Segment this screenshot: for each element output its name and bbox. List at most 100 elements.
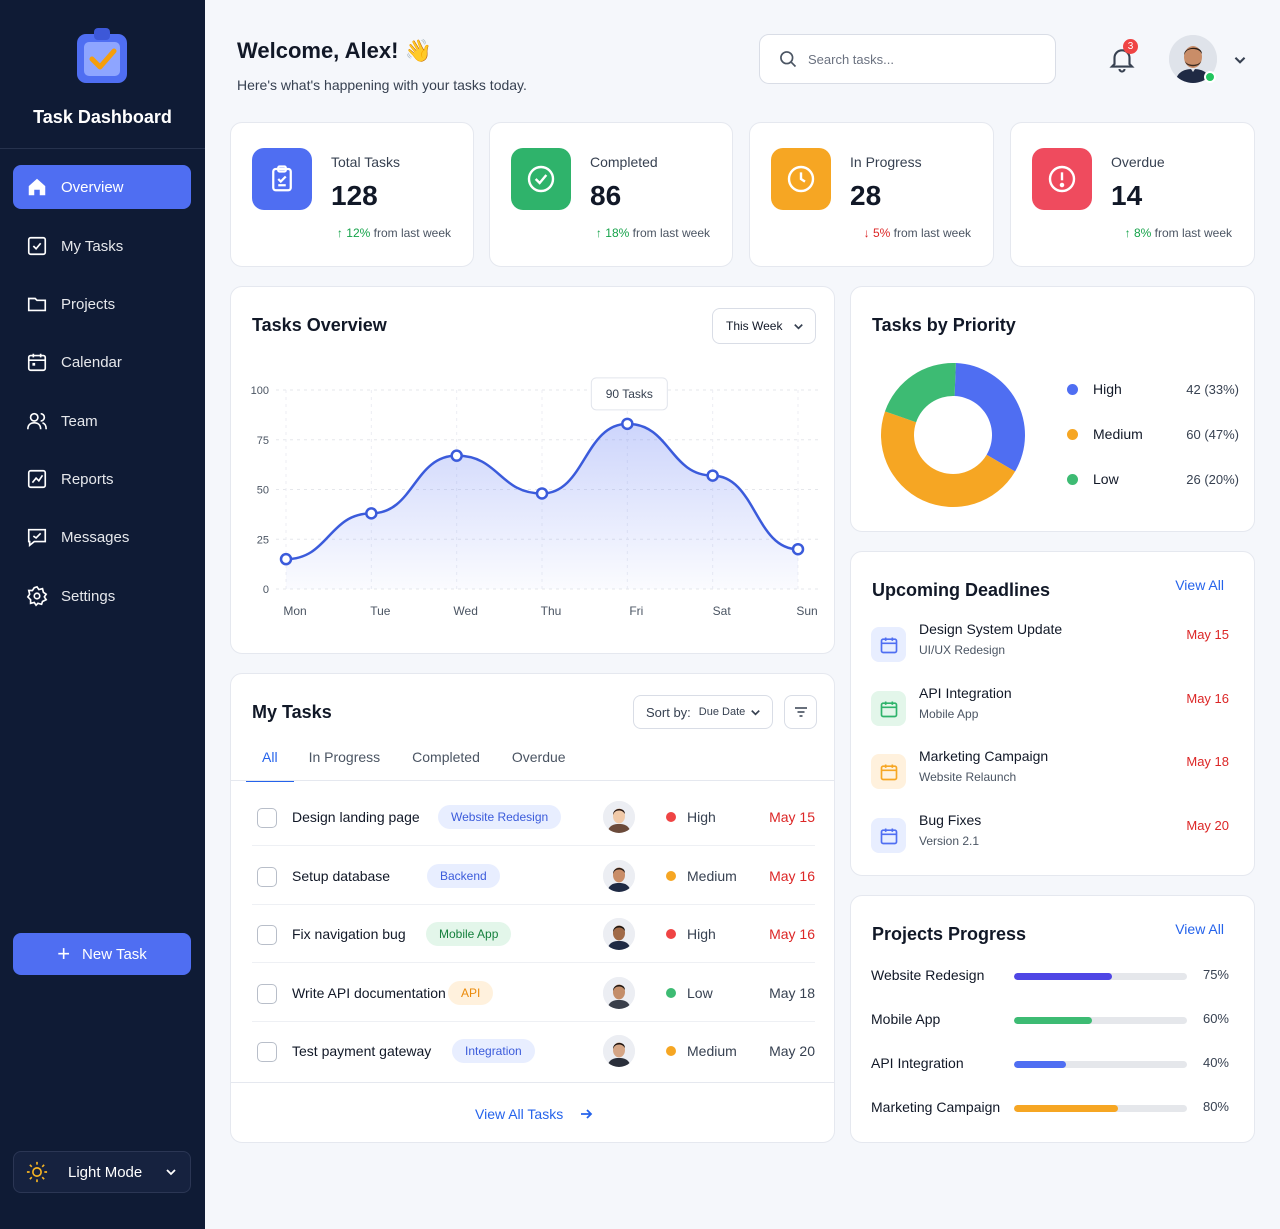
- donut-slice-medium[interactable]: [881, 411, 1016, 507]
- sidebar-item-projects[interactable]: Projects: [13, 282, 191, 326]
- task-checkbox[interactable]: [257, 983, 277, 1004]
- series-area: [286, 423, 798, 589]
- assignee-avatar: [603, 1035, 635, 1067]
- data-point[interactable]: [791, 542, 805, 556]
- task-row[interactable]: Test payment gateway Integration Medium May…: [252, 1022, 815, 1080]
- tab-all[interactable]: All: [246, 746, 294, 782]
- tasks-overview-title: Tasks Overview: [252, 315, 387, 335]
- progress-percent: 75%: [1202, 967, 1229, 982]
- deadline-item[interactable]: Bug Fixes Version 2.1 May 20: [871, 812, 1229, 862]
- priority-dot: [666, 812, 676, 822]
- task-row[interactable]: Write API documentation API Low May 18: [252, 964, 815, 1022]
- data-point[interactable]: [365, 507, 378, 520]
- progress-fill: [1014, 1017, 1093, 1024]
- y-tick-label: 75: [257, 435, 269, 447]
- stat-label: In Progress: [850, 154, 922, 170]
- tab-in-progress[interactable]: In Progress: [308, 749, 381, 765]
- tooltip-box: [590, 377, 668, 411]
- data-point[interactable]: [535, 487, 549, 500]
- task-row[interactable]: Design landing page Website Redesign High M…: [252, 788, 815, 846]
- view-all-tasks-label: View All Tasks: [475, 1106, 564, 1122]
- task-checkbox[interactable]: [257, 925, 277, 945]
- task-priority: Medium: [666, 868, 737, 884]
- donut-slice-high[interactable]: [954, 363, 1025, 472]
- task-priority: Low: [666, 985, 713, 1001]
- sidebar-item-team[interactable]: Team: [13, 399, 191, 443]
- task-row[interactable]: Setup database Backend Medium May 16: [252, 847, 815, 905]
- priority-dot: [666, 1046, 676, 1056]
- user-avatar[interactable]: [1169, 35, 1217, 83]
- deadlines-title: Upcoming Deadlines: [872, 580, 1051, 600]
- chevron-down-icon: [792, 320, 805, 336]
- priority-label: Low: [687, 984, 713, 1001]
- priority-label: Medium: [687, 867, 737, 884]
- sidebar-item-messages[interactable]: Messages: [13, 515, 191, 559]
- sidebar-item-calendar[interactable]: Calendar: [13, 340, 191, 384]
- project-name: Website Redesign: [871, 967, 985, 983]
- chevron-down-icon[interactable]: [1232, 52, 1248, 73]
- clipboard-check-icon: [76, 26, 128, 84]
- search-icon: [778, 49, 798, 69]
- legend-label: High: [1093, 381, 1122, 397]
- stat-label: Overdue: [1111, 154, 1165, 170]
- task-checkbox[interactable]: [257, 1042, 277, 1062]
- sidebar-item-settings[interactable]: Settings: [13, 574, 191, 618]
- priority-donut-chart: [881, 363, 1025, 507]
- priority-dot: [666, 870, 676, 881]
- tasks-by-priority-card: Tasks by Priority High 42 (33%) Medium 6…: [850, 286, 1255, 532]
- search-input[interactable]: [808, 51, 1038, 67]
- priority-legend-high: High 42 (33%): [1067, 381, 1239, 397]
- stat-card-overdue: Overdue 14 ↑ 8% from last week: [1010, 122, 1255, 267]
- sort-dropdown[interactable]: Sort by: Due Date: [633, 695, 773, 729]
- deadlines-view-all-link[interactable]: View All: [1175, 577, 1224, 593]
- data-point[interactable]: [279, 552, 293, 566]
- deadline-item[interactable]: Design System Update UI/UX Redesign May …: [871, 621, 1229, 671]
- online-status-dot: [1204, 71, 1216, 83]
- clock-icon: [771, 148, 831, 210]
- task-checkbox[interactable]: [257, 866, 277, 887]
- task-due-date: May 18: [769, 984, 815, 1001]
- gear-icon: [26, 585, 48, 607]
- sidebar-item-reports[interactable]: Reports: [13, 457, 191, 501]
- stat-value: 86: [590, 180, 622, 211]
- deadline-project: Version 2.1: [919, 834, 980, 848]
- legend-dot: [1067, 428, 1078, 440]
- sidebar-item-overview[interactable]: Overview: [13, 165, 191, 209]
- task-name: Fix navigation bug: [292, 926, 406, 942]
- chevron-down-icon: [749, 706, 762, 722]
- calendar-icon: [26, 351, 48, 373]
- theme-mode-label: Light Mode: [68, 1163, 143, 1181]
- deadline-title: Marketing Campaign: [919, 748, 1049, 764]
- project-name: Marketing Campaign: [871, 1099, 1001, 1115]
- sidebar: Task Dashboard Overview My Tasks Project…: [0, 0, 205, 1229]
- progress-track: [1014, 973, 1187, 980]
- sidebar-item-my-tasks[interactable]: My Tasks: [13, 224, 191, 268]
- tab-completed[interactable]: Completed: [412, 749, 480, 765]
- deadline-item[interactable]: Marketing Campaign Website Relaunch May …: [871, 748, 1229, 798]
- priority-dot: [666, 987, 676, 998]
- stat-card-in-progress: In Progress 28 ↓ 5% from last week: [749, 122, 994, 267]
- data-point[interactable]: [621, 417, 634, 431]
- sort-label: Sort by:: [646, 704, 691, 720]
- theme-mode-selector[interactable]: Light Mode: [13, 1151, 191, 1193]
- legend-label: Low: [1093, 471, 1119, 487]
- x-tick-label: Thu: [541, 604, 562, 618]
- new-task-label: New Task: [82, 945, 147, 963]
- view-all-tasks-link[interactable]: View All Tasks: [475, 1106, 593, 1122]
- stat-change: ↑ 8% from last week: [1124, 226, 1232, 240]
- data-point[interactable]: [706, 469, 719, 482]
- period-dropdown[interactable]: This Week: [712, 308, 816, 344]
- sidebar-item-label: Overview: [61, 178, 124, 196]
- task-row[interactable]: Fix navigation bug Mobile App High May 16: [252, 905, 815, 963]
- sidebar-item-label: My Tasks: [61, 237, 124, 255]
- task-checkbox[interactable]: [257, 808, 277, 828]
- deadline-item[interactable]: API Integration Mobile App May 16: [871, 685, 1229, 735]
- progress-track: [1014, 1105, 1187, 1112]
- donut-slice-low[interactable]: [884, 363, 956, 423]
- new-task-button[interactable]: + New Task: [13, 933, 191, 975]
- data-point[interactable]: [450, 449, 463, 462]
- projects-view-all-link[interactable]: View All: [1175, 921, 1224, 937]
- arrow-right-icon: [579, 1107, 593, 1121]
- filter-button[interactable]: [784, 695, 817, 729]
- tab-overdue[interactable]: Overdue: [511, 749, 566, 765]
